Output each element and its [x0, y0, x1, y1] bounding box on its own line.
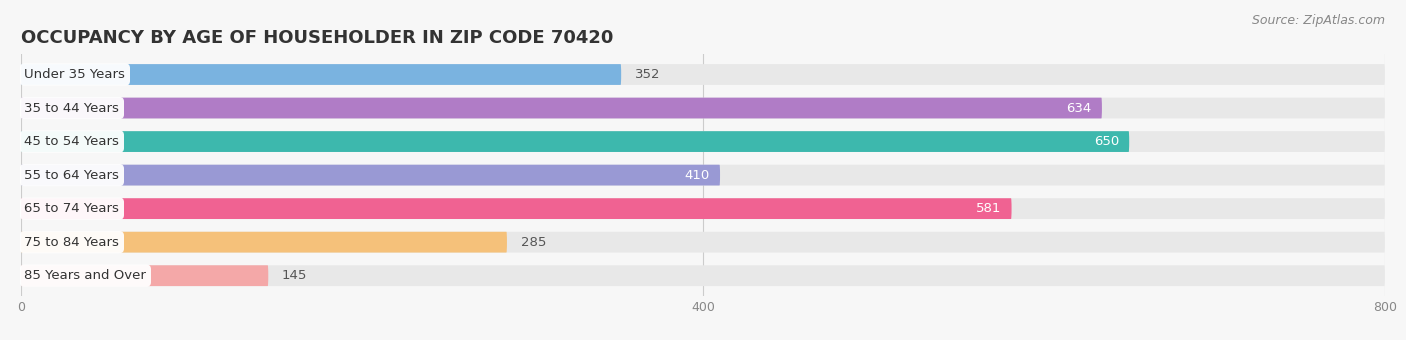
Text: 650: 650 [1094, 135, 1119, 148]
Text: 285: 285 [520, 236, 546, 249]
FancyBboxPatch shape [21, 265, 269, 286]
FancyBboxPatch shape [21, 265, 1385, 286]
FancyBboxPatch shape [21, 232, 1385, 253]
Text: Under 35 Years: Under 35 Years [24, 68, 125, 81]
FancyBboxPatch shape [21, 98, 1102, 118]
Text: 65 to 74 Years: 65 to 74 Years [24, 202, 120, 215]
Text: 145: 145 [283, 269, 308, 282]
FancyBboxPatch shape [21, 165, 720, 186]
Text: 85 Years and Over: 85 Years and Over [24, 269, 146, 282]
FancyBboxPatch shape [21, 232, 508, 253]
Text: 581: 581 [976, 202, 1001, 215]
FancyBboxPatch shape [21, 198, 1011, 219]
Text: 75 to 84 Years: 75 to 84 Years [24, 236, 120, 249]
Text: 45 to 54 Years: 45 to 54 Years [24, 135, 120, 148]
FancyBboxPatch shape [21, 165, 1385, 186]
Text: 352: 352 [636, 68, 661, 81]
Text: 55 to 64 Years: 55 to 64 Years [24, 169, 120, 182]
FancyBboxPatch shape [21, 131, 1385, 152]
FancyBboxPatch shape [21, 131, 1129, 152]
Text: OCCUPANCY BY AGE OF HOUSEHOLDER IN ZIP CODE 70420: OCCUPANCY BY AGE OF HOUSEHOLDER IN ZIP C… [21, 29, 613, 47]
FancyBboxPatch shape [21, 98, 1385, 118]
Text: Source: ZipAtlas.com: Source: ZipAtlas.com [1251, 14, 1385, 27]
Text: 410: 410 [685, 169, 710, 182]
FancyBboxPatch shape [21, 64, 1385, 85]
Text: 35 to 44 Years: 35 to 44 Years [24, 102, 120, 115]
FancyBboxPatch shape [21, 64, 621, 85]
Text: 634: 634 [1066, 102, 1091, 115]
FancyBboxPatch shape [21, 198, 1385, 219]
